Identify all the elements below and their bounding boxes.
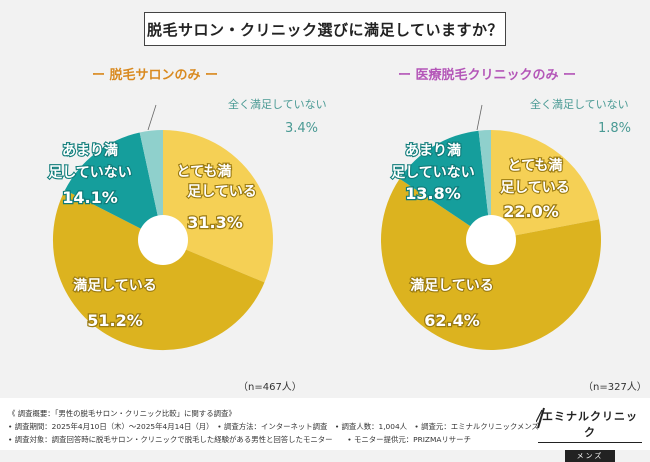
left-chart-title: ー 脱毛サロンのみ ー xyxy=(92,68,219,83)
logo-mark-icon xyxy=(536,407,545,429)
brand-logo: エミナルクリニック メンズ xyxy=(536,407,642,462)
logo-main-text: エミナルクリニック xyxy=(538,408,642,443)
pie-0-slice-very-satisfied xyxy=(163,130,273,283)
pie-0-value-not-very-satisfied: 14.1% xyxy=(62,188,118,207)
pie-1-label-very-satisfied-line-2: 足している xyxy=(500,180,570,196)
pie-1-label-not-very-satisfied-line-1: あまり満 xyxy=(405,142,461,159)
right-chart-title: ー 医療脱毛クリニックのみ ー xyxy=(398,68,577,83)
pie-1-label-not-at-all-satisfied: 全く満足していない xyxy=(530,97,629,111)
pie-0-label-very-satisfied-line-2: 足している xyxy=(187,184,257,200)
pie-1-label-very-satisfied-line-1: とても満 xyxy=(508,157,563,174)
pie-1-center-hole xyxy=(466,215,516,265)
pie-0-value-not-at-all-satisfied: 3.4% xyxy=(285,121,318,136)
survey-footer xyxy=(0,398,650,450)
pie-1-value-not-at-all-satisfied: 1.8% xyxy=(598,121,631,136)
pie-0-center-hole xyxy=(138,215,188,265)
pie-0-leader-line xyxy=(147,104,157,131)
pie-1-slice-not-at-all-satisfied xyxy=(478,130,491,240)
pie-1-label-not-very-satisfied-line-2: 足していない xyxy=(391,165,475,181)
pie-0-slice-not-at-all-satisfied xyxy=(139,130,163,240)
footer-line-2: • 調査期間：2025年4月10日（木）〜2025年4月14日（月） • 調査方… xyxy=(8,422,539,431)
pie-0-label-not-at-all-satisfied: 全く満足していない xyxy=(228,97,327,111)
pie-0-label-satisfied: 満足している xyxy=(73,277,157,294)
pie-1-slice-not-very-satisfied xyxy=(399,130,491,240)
pie-1-value-satisfied: 62.4% xyxy=(424,311,480,330)
logo-sub-text: メンズ xyxy=(564,450,616,462)
pie-1-slice-very-satisfied xyxy=(491,130,600,240)
infographic: 脱毛サロン・クリニック選びに満足していますか？ ー 脱毛サロンのみ ー ー 医療… xyxy=(0,12,650,462)
pie-0-label-not-very-satisfied-line-1: あまり満 xyxy=(62,142,118,159)
pie-0-label-not-very-satisfied-line-2: 足していない xyxy=(48,165,132,181)
pie-1-value-not-very-satisfied: 13.8% xyxy=(405,184,461,203)
pie-0-slice-satisfied xyxy=(52,190,265,351)
footer-line-1: 《 調査概要：「男性の脱毛サロン・クリニック比較」に関する調査》 xyxy=(8,409,236,418)
pie-1-leader-line xyxy=(476,104,483,131)
right-sample-size: （n=327人） xyxy=(583,382,647,393)
pie-0-label-very-satisfied-line-1: とても満 xyxy=(177,163,232,180)
pie-0-slice-not-very-satisfied xyxy=(64,132,163,240)
page-title: 脱毛サロン・クリニック選びに満足していますか？ xyxy=(144,12,506,46)
pie-0-value-satisfied: 51.2% xyxy=(87,311,143,330)
footer-line-3: • 調査対象：調査回答時に脱毛サロン・クリニックで脱毛した経験がある男性と回答し… xyxy=(8,435,471,444)
pie-1-value-very-satisfied: 22.0% xyxy=(503,202,559,221)
pie-0-value-very-satisfied: 31.3% xyxy=(187,213,243,232)
left-sample-size: （n=467人） xyxy=(238,382,302,393)
pie-1-label-satisfied: 満足している xyxy=(410,277,494,294)
